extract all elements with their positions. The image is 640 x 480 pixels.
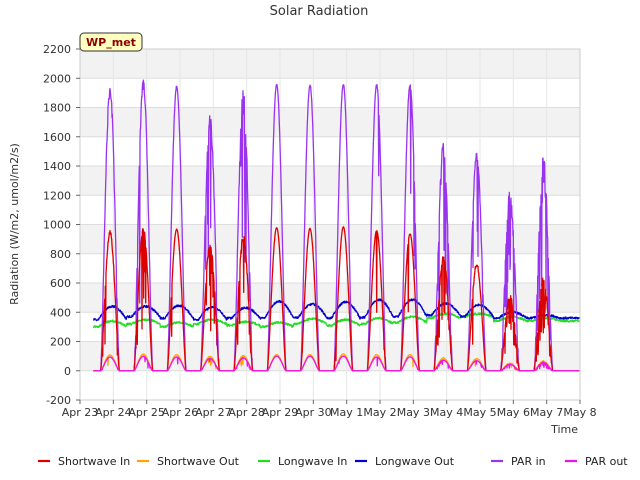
x-tick-label: May 7: [530, 406, 563, 419]
x-tick-label: Apr 23: [62, 406, 99, 419]
x-tick-label: May 2: [363, 406, 396, 419]
y-tick-label: 600: [50, 277, 71, 290]
station-badge-label: WP_met: [86, 36, 136, 49]
station-badge: WP_met: [79, 32, 143, 52]
legend-label-longwave-out: Longwave Out: [375, 455, 455, 468]
y-tick-label: 1200: [43, 189, 71, 202]
y-tick-label: 0: [64, 365, 71, 378]
x-tick-label: May 8: [563, 406, 596, 419]
plot-background: [80, 49, 580, 400]
x-tick-label: May 5: [463, 406, 496, 419]
x-tick-label: May 1: [330, 406, 363, 419]
plot-band: [80, 136, 580, 166]
x-tick-label: Apr 26: [162, 406, 199, 419]
legend: Shortwave In Shortwave Out Longwave In Long…: [38, 455, 628, 468]
x-tick-label: Apr 28: [228, 406, 265, 419]
y-tick-label: 200: [50, 336, 71, 349]
legend-label-longwave-in: Longwave In: [278, 455, 347, 468]
station-badge-box: [79, 32, 143, 52]
x-tick-label: May 4: [430, 406, 463, 419]
x-tick-label: Apr 29: [262, 406, 299, 419]
plot-band: [80, 49, 580, 79]
legend-label-par-out: PAR out: [585, 455, 628, 468]
plot-band: [80, 224, 580, 254]
legend-label-par-in: PAR in: [511, 455, 546, 468]
chart-title: Solar Radiation: [270, 4, 369, 19]
plot-band: [80, 166, 580, 196]
y-tick-label: 2200: [43, 43, 71, 56]
series-line-longwave-out: [93, 298, 581, 322]
plot-band: [80, 370, 580, 400]
x-tick-label: Apr 27: [195, 406, 232, 419]
y-tick-label: 1600: [43, 131, 71, 144]
x-tick-label: May 3: [397, 406, 430, 419]
x-tick-label: Apr 30: [295, 406, 332, 419]
x-tick-label: May 6: [497, 406, 530, 419]
series-line-par-out: [93, 355, 581, 372]
y-tick-label: 1000: [43, 219, 71, 232]
plot-band: [80, 195, 580, 225]
plot-band: [80, 107, 580, 137]
x-tick-label: Apr 24: [95, 406, 132, 419]
x-tick-label: Apr 25: [128, 406, 165, 419]
plot-band: [80, 78, 580, 108]
series-layer: [92, 79, 581, 372]
legend-label-shortwave-out: Shortwave Out: [157, 455, 240, 468]
x-axis-label: Time: [550, 423, 578, 436]
plot-band: [80, 341, 580, 371]
y-tick-label: 2000: [43, 72, 71, 85]
y-axis-ticks: -200 0 200 400 600 800 1000 1200 1400 1600 1800 200…: [43, 43, 80, 407]
y-tick-label: 400: [50, 306, 71, 319]
plot-band: [80, 283, 580, 313]
plot-band: [80, 253, 580, 283]
y-axis-label: Radiation (W/m2, umol/m2/s): [8, 143, 21, 305]
y-tick-label: -200: [46, 394, 71, 407]
y-tick-label: 800: [50, 248, 71, 261]
legend-label-shortwave-in: Shortwave In: [58, 455, 130, 468]
y-tick-label: 1800: [43, 102, 71, 115]
y-tick-label: 1400: [43, 160, 71, 173]
